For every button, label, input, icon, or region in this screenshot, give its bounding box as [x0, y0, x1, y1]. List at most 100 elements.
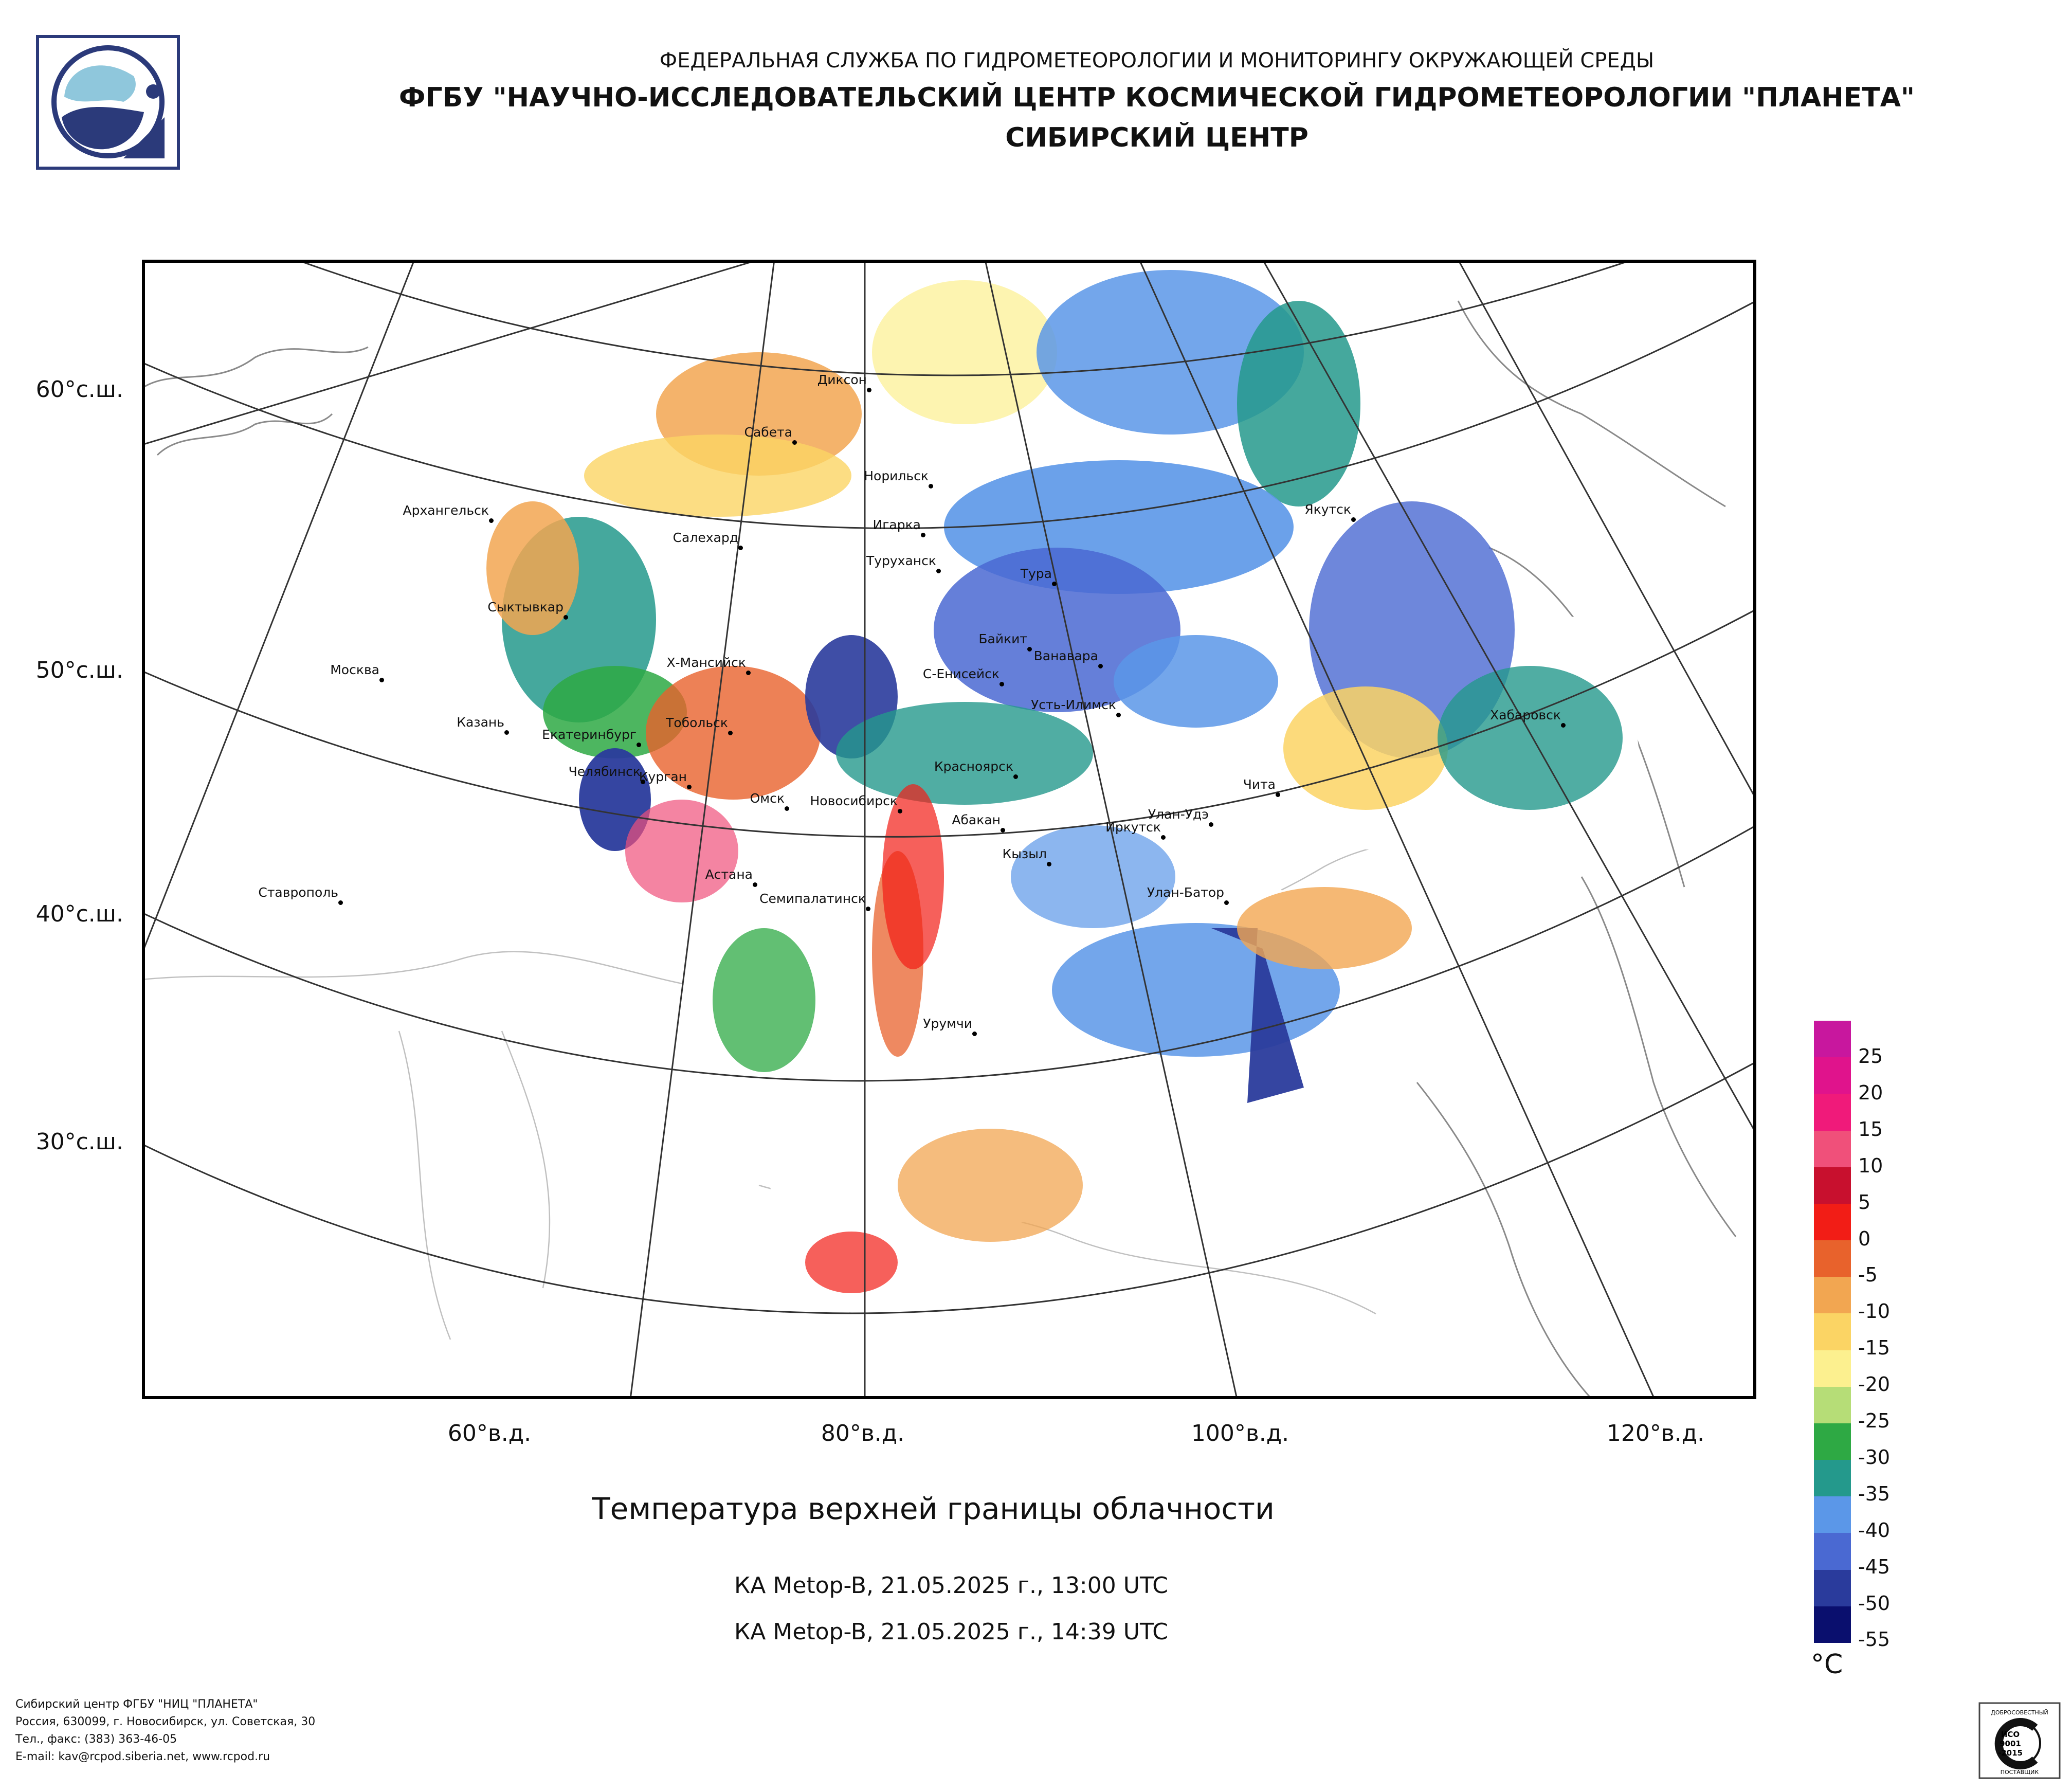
legend-tick-label: -30: [1858, 1445, 1891, 1469]
city-label: Омск: [750, 791, 785, 806]
legend-tick-label: -40: [1858, 1518, 1891, 1542]
city-label: Екатеринбург: [542, 727, 637, 742]
legend-swatch: [1814, 1130, 1851, 1168]
legend-tick-label: -20: [1858, 1373, 1891, 1396]
city-label: Челябинск: [568, 764, 641, 779]
city-label: Сыктывкар: [487, 600, 564, 614]
city-label: Семипалатинск: [759, 891, 866, 906]
legend-tick-label: 0: [1858, 1227, 1871, 1250]
city-marker: [1047, 862, 1051, 866]
city-marker: [504, 730, 509, 735]
city-label: Урумчи: [923, 1016, 972, 1031]
legend-swatch: [1814, 1350, 1851, 1387]
legend-tick-label: -55: [1858, 1628, 1891, 1651]
footer-phone: Тел., факс: (383) 363-46-05: [15, 1733, 177, 1746]
city-marker: [379, 678, 384, 682]
legend-tick-label: -10: [1858, 1300, 1891, 1323]
city-marker: [1013, 774, 1018, 779]
agency-name: ФЕДЕРАЛЬНАЯ СЛУЖБА ПО ГИДРОМЕТЕОРОЛОГИИ …: [659, 49, 1655, 73]
legend-swatch: [1814, 1277, 1851, 1314]
city-label: Тобольск: [666, 715, 728, 730]
city-marker: [746, 671, 751, 675]
svg-text:9001: 9001: [2000, 1739, 2021, 1748]
city-label: Байкит: [978, 631, 1027, 646]
city-label: Архангельск: [403, 503, 489, 518]
legend-swatch: [1814, 1569, 1851, 1607]
graticule: [142, 260, 1756, 1399]
city-marker: [1116, 713, 1121, 717]
legend-swatch: [1814, 1057, 1851, 1094]
city-label: Ванавара: [1033, 648, 1098, 663]
legend-tick-label: 20: [1858, 1081, 1883, 1104]
city-marker: [338, 900, 343, 905]
legend-swatch: [1814, 1240, 1851, 1277]
legend-tick-label: 15: [1858, 1117, 1883, 1141]
iso-9001-badge: ДОБРОСОВЕСТНЫЙ ИСО 9001 -2015 ПОСТАВЩИК: [1978, 1702, 2061, 1779]
city-marker: [1276, 792, 1280, 797]
lat-label-60: 60°с.ш.: [35, 376, 123, 403]
city-label: Тура: [1020, 566, 1052, 581]
footer-email: E-mail: kav@rcpod.siberia.net, www.rcpod…: [15, 1750, 270, 1763]
city-label: Кызыл: [1002, 846, 1047, 861]
legend-tick-label: -35: [1858, 1482, 1891, 1505]
footer-address: Россия, 630099, г. Новосибирск, ул. Сове…: [15, 1715, 316, 1728]
city-label: Якутск: [1304, 502, 1351, 517]
legend-swatch: [1814, 1167, 1851, 1204]
lon-label-100: 100°в.д.: [1191, 1420, 1289, 1446]
city-label: Салехард: [673, 530, 738, 545]
city-label: Норильск: [864, 468, 929, 483]
legend-swatch: [1814, 1496, 1851, 1533]
lon-label-80: 80°в.д.: [821, 1420, 905, 1446]
cloud-temperature-field: [486, 270, 1623, 1293]
svg-text:ИСО: ИСО: [2001, 1730, 2020, 1739]
svg-text:-2015: -2015: [1998, 1748, 2023, 1758]
city-label: Сабета: [744, 425, 792, 440]
city-label: Астана: [705, 867, 753, 882]
legend-swatch: [1814, 1606, 1851, 1643]
legend-tick-label: 5: [1858, 1190, 1871, 1214]
city-label: Абакан: [952, 812, 1001, 827]
legend-swatch: [1814, 1533, 1851, 1570]
city-marker: [1001, 828, 1005, 833]
city-marker: [641, 780, 645, 784]
legend-swatch: [1814, 1021, 1851, 1058]
lat-label-40: 40°с.ш.: [35, 901, 123, 927]
institution-name: ФГБУ "НАУЧНО-ИССЛЕДОВАТЕЛЬСКИЙ ЦЕНТР КОС…: [398, 82, 1915, 113]
lat-label-30: 30°с.ш.: [35, 1129, 123, 1155]
legend-swatch: [1814, 1460, 1851, 1497]
city-marker: [1561, 723, 1566, 728]
legend-tick-label: 10: [1858, 1154, 1883, 1177]
city-marker: [999, 682, 1004, 686]
city-marker: [489, 518, 494, 523]
city-marker: [867, 388, 871, 392]
temperature-legend: [1814, 1021, 1851, 1643]
legend-tick-label: -5: [1858, 1263, 1878, 1287]
lon-label-60: 60°в.д.: [447, 1420, 532, 1446]
planeta-logo: [36, 35, 180, 170]
footer-org: Сибирский центр ФГБУ "НИЦ "ПЛАНЕТА": [15, 1698, 258, 1711]
city-label: Хабаровск: [1490, 708, 1561, 722]
center-name: СИБИРСКИЙ ЦЕНТР: [1005, 122, 1308, 153]
legend-swatch: [1814, 1094, 1851, 1131]
lon-label-120: 120°в.д.: [1606, 1420, 1705, 1446]
legend-tick-label: -25: [1858, 1409, 1891, 1432]
city-label: Чита: [1243, 777, 1276, 792]
legend-tick-label: 25: [1858, 1045, 1883, 1068]
satellite-pass-2: КА Metop-B, 21.05.2025 г., 14:39 UTC: [734, 1619, 1168, 1645]
legend-tick-label: -45: [1858, 1555, 1891, 1578]
city-label: Игарка: [873, 517, 921, 532]
city-marker: [1052, 582, 1057, 586]
coastline-lines: [142, 300, 1737, 1399]
legend-tick-label: -50: [1858, 1591, 1891, 1615]
city-label: Казань: [457, 715, 504, 730]
city-marker: [637, 743, 641, 747]
city-label: Х-Мансийск: [666, 655, 746, 670]
legend-swatch: [1814, 1423, 1851, 1460]
city-label: Новосибирск: [810, 793, 898, 808]
city-label: Москва: [330, 662, 379, 677]
svg-text:ПОСТАВЩИК: ПОСТАВЩИК: [2001, 1769, 2039, 1776]
city-marker: [564, 615, 568, 620]
city-marker: [929, 484, 933, 489]
city-label: Диксон: [817, 372, 867, 387]
city-label: С-Енисейск: [922, 666, 999, 681]
